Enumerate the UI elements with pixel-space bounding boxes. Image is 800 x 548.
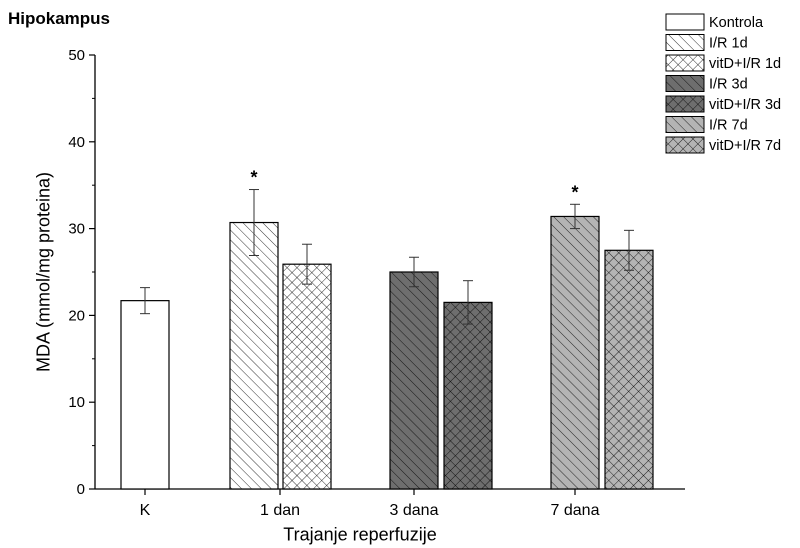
legend-label: vitD+I/R 1d bbox=[709, 56, 781, 72]
legend-swatch-pattern bbox=[666, 137, 704, 153]
legend-swatch-fill bbox=[666, 14, 704, 30]
significance-marker: * bbox=[250, 168, 257, 188]
legend-swatch-pattern bbox=[666, 75, 704, 92]
y-tick-label: 30 bbox=[68, 221, 85, 238]
legend-swatch bbox=[665, 75, 705, 92]
bar-pattern bbox=[605, 250, 653, 489]
bar-fill bbox=[121, 300, 169, 489]
y-tick-label: 10 bbox=[68, 394, 85, 411]
x-tick-label: 3 dana bbox=[390, 502, 439, 519]
x-tick-label: 7 dana bbox=[551, 502, 600, 519]
legend-label: I/R 1d bbox=[709, 36, 748, 52]
legend-swatch bbox=[665, 54, 705, 72]
bar-pattern bbox=[551, 216, 599, 489]
bar-pattern bbox=[230, 222, 278, 490]
legend-swatch bbox=[665, 116, 705, 133]
chart-title: Hipokampus bbox=[8, 9, 111, 28]
legend-swatch bbox=[665, 34, 705, 51]
legend-swatch-pattern bbox=[666, 34, 704, 51]
y-tick-label: 0 bbox=[77, 481, 85, 498]
legend: Kontrola I/R 1d vitD+I/R 1d I/R 3d vitD+I/R … bbox=[665, 13, 781, 154]
significance-marker: * bbox=[571, 182, 578, 202]
x-axis-label: Trajanje reperfuzije bbox=[283, 524, 437, 545]
bar-pattern bbox=[283, 264, 331, 489]
legend-label: Kontrola bbox=[709, 15, 764, 31]
x-tick-label: 1 dan bbox=[260, 502, 300, 519]
legend-swatch bbox=[665, 136, 705, 154]
bars: ** bbox=[120, 168, 654, 490]
legend-label: vitD+I/R 7d bbox=[709, 138, 781, 154]
y-tick-label: 40 bbox=[68, 134, 85, 151]
legend-swatch-pattern bbox=[666, 116, 704, 133]
bar-pattern bbox=[390, 272, 438, 489]
legend-label: vitD+I/R 3d bbox=[709, 97, 781, 113]
y-tick-label: 20 bbox=[68, 307, 85, 324]
legend-swatch-pattern bbox=[666, 96, 704, 112]
legend-swatch-pattern bbox=[666, 55, 704, 71]
bar-pattern bbox=[444, 302, 492, 489]
legend-swatch bbox=[665, 13, 705, 31]
x-tick-label: K bbox=[140, 502, 151, 519]
y-tick-label: 50 bbox=[68, 47, 85, 64]
legend-label: I/R 7d bbox=[709, 118, 748, 134]
legend-label: I/R 3d bbox=[709, 77, 748, 93]
legend-swatch bbox=[665, 95, 705, 113]
